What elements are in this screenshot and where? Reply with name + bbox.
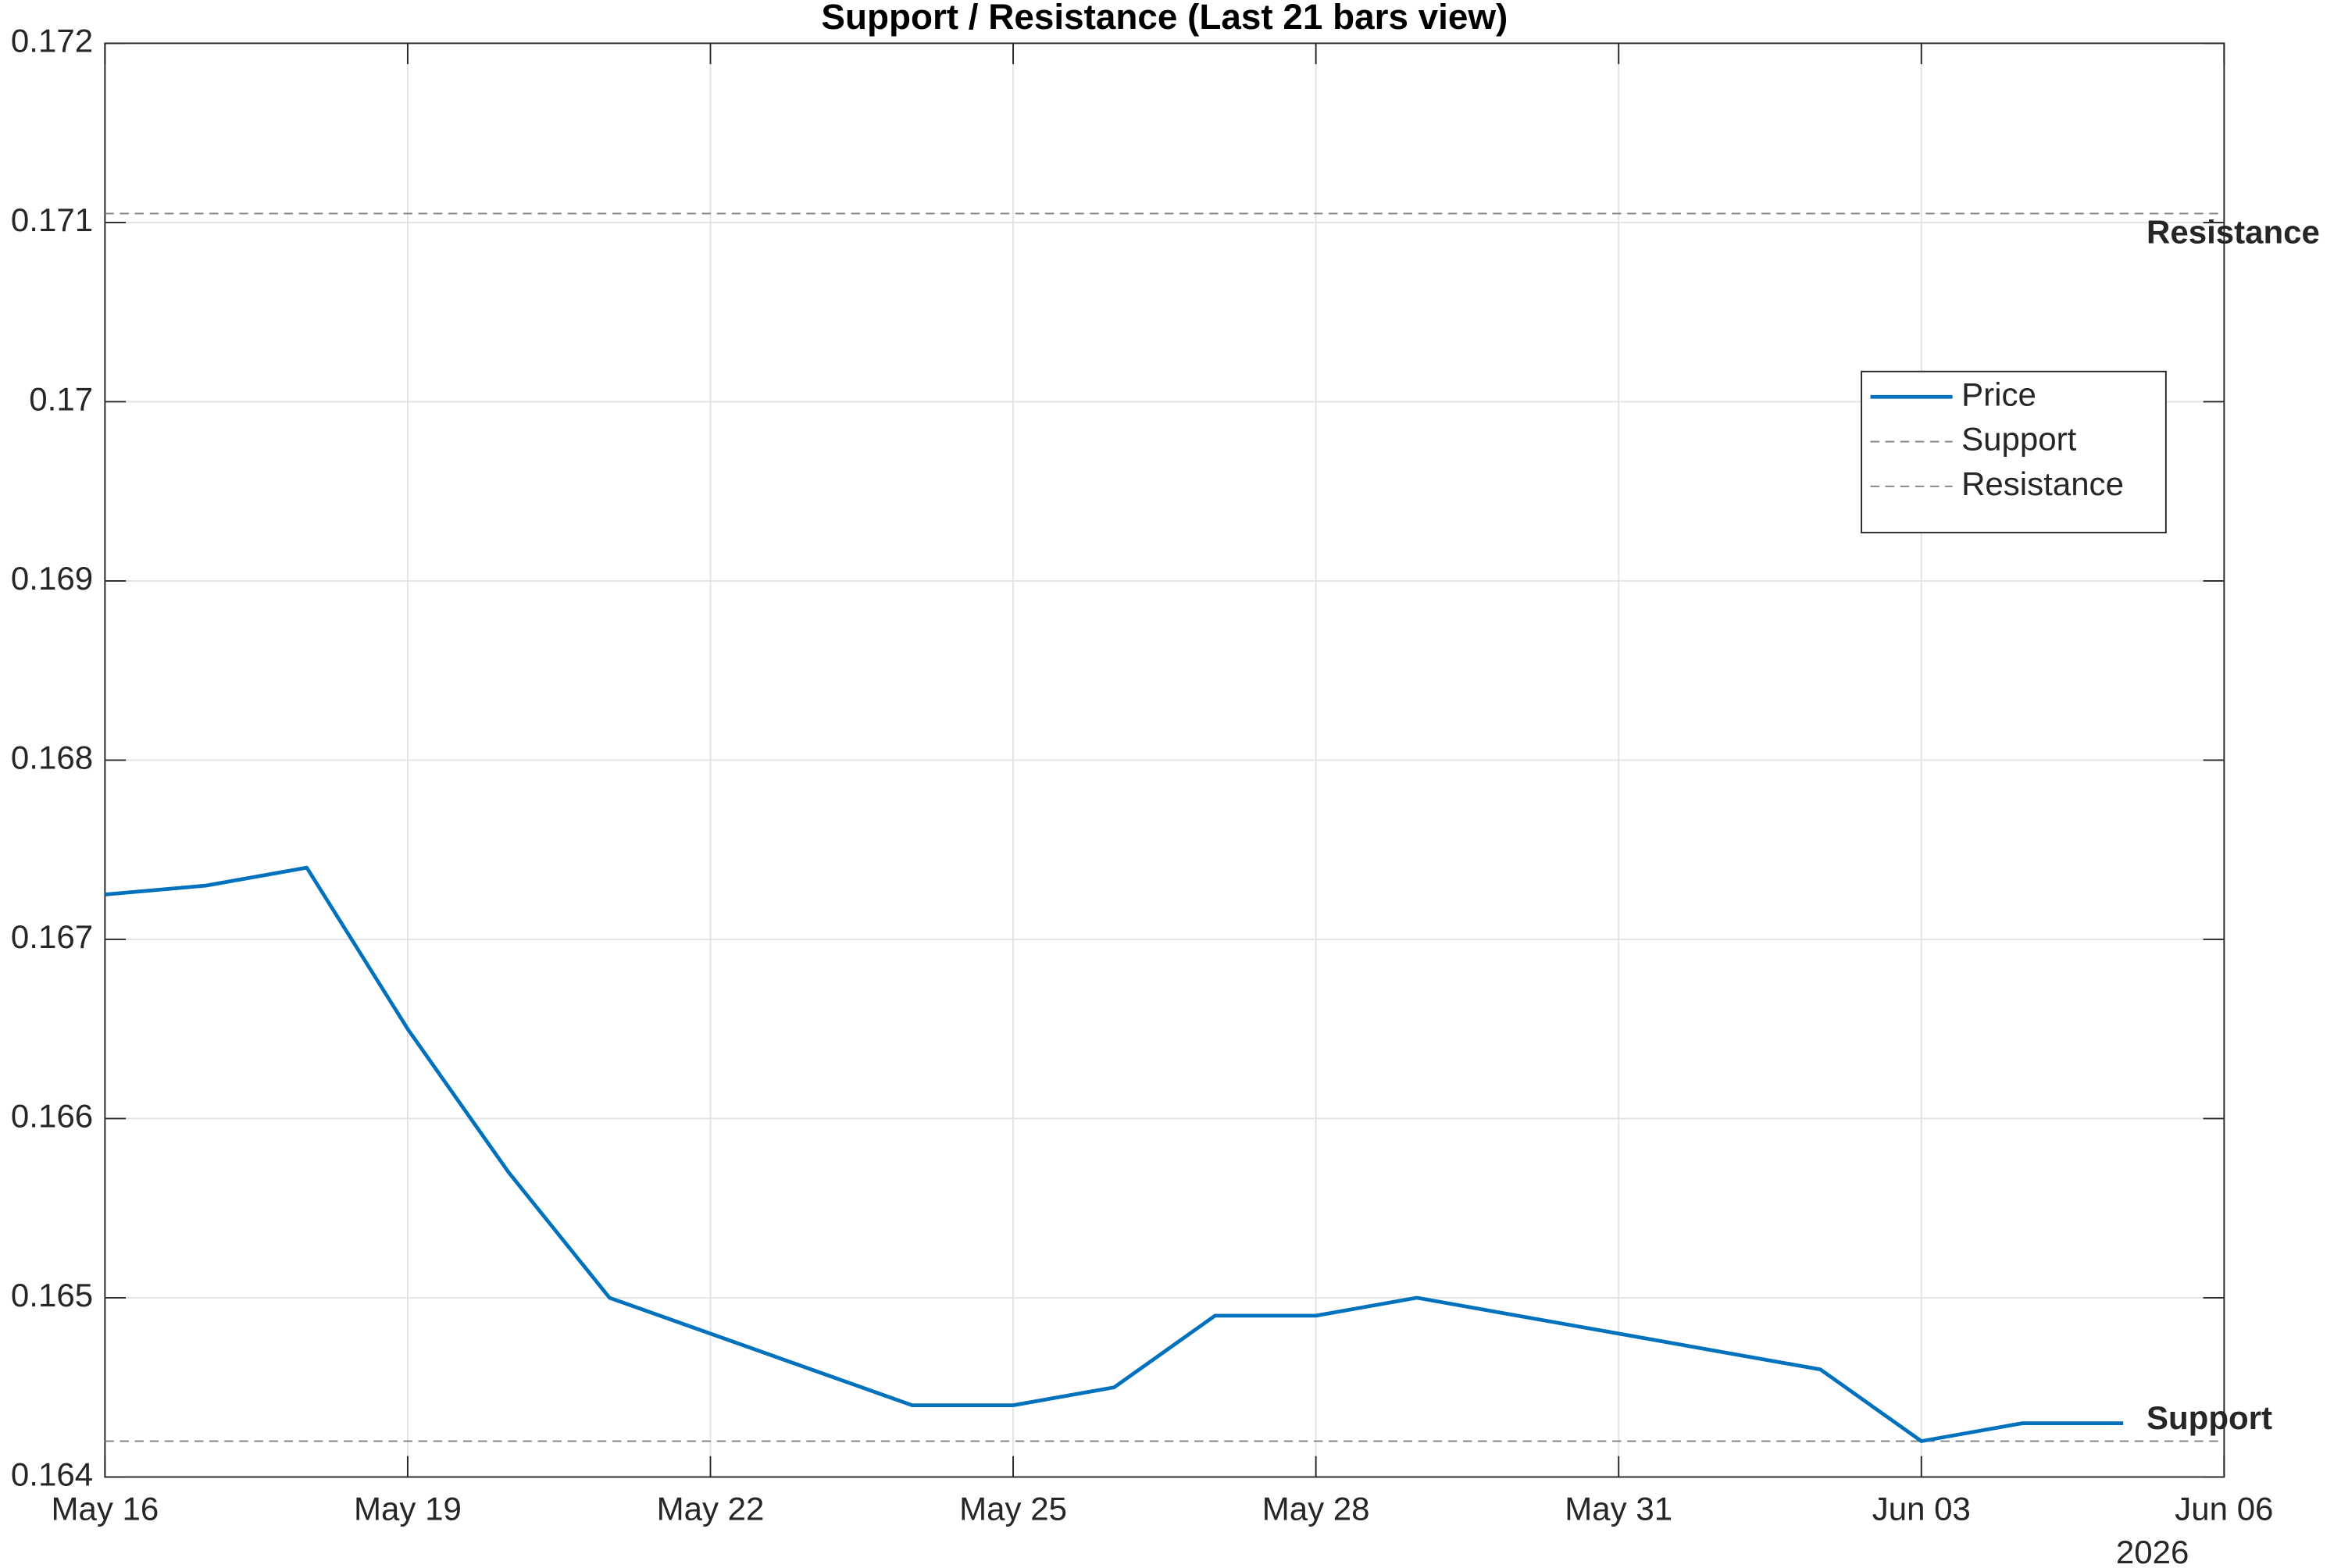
legend-label: Resistance (1961, 465, 2124, 502)
x-tick-label: May 31 (1565, 1491, 1672, 1527)
y-tick-label: 0.166 (11, 1098, 93, 1135)
price-line (105, 865, 2124, 1443)
x-year-label: 2026 (2116, 1534, 2189, 1568)
legend-label: Price (1961, 376, 2036, 412)
y-tick-label: 0.171 (11, 201, 93, 238)
plot-frame (104, 42, 2225, 1478)
hline-annotation: Support (2147, 1399, 2272, 1436)
legend: Price Support Resistance (1861, 370, 2167, 534)
y-tick-label: 0.172 (11, 23, 93, 59)
x-tick-label: Jun 03 (1872, 1491, 1971, 1527)
y-tick-label: 0.168 (11, 739, 93, 776)
y-tick-label: 0.17 (29, 381, 93, 418)
y-tick-label: 0.167 (11, 918, 93, 955)
x-tick-label: May 25 (959, 1491, 1067, 1527)
legend-label: Support (1961, 421, 2076, 458)
x-tick-label: Jun 06 (2175, 1491, 2273, 1527)
y-tick-label: 0.165 (11, 1277, 93, 1313)
chart-title: Support / Resistance (Last 21 bars view) (821, 0, 1508, 37)
x-tick-label: May 19 (354, 1491, 462, 1527)
y-tick-label: 0.164 (11, 1456, 93, 1493)
x-tick-label: May 22 (657, 1491, 765, 1527)
hline-annotation: Resistance (2147, 213, 2320, 250)
y-tick-label: 0.169 (11, 560, 93, 597)
x-tick-label: May 16 (51, 1491, 159, 1527)
x-tick-label: May 28 (1262, 1491, 1370, 1527)
